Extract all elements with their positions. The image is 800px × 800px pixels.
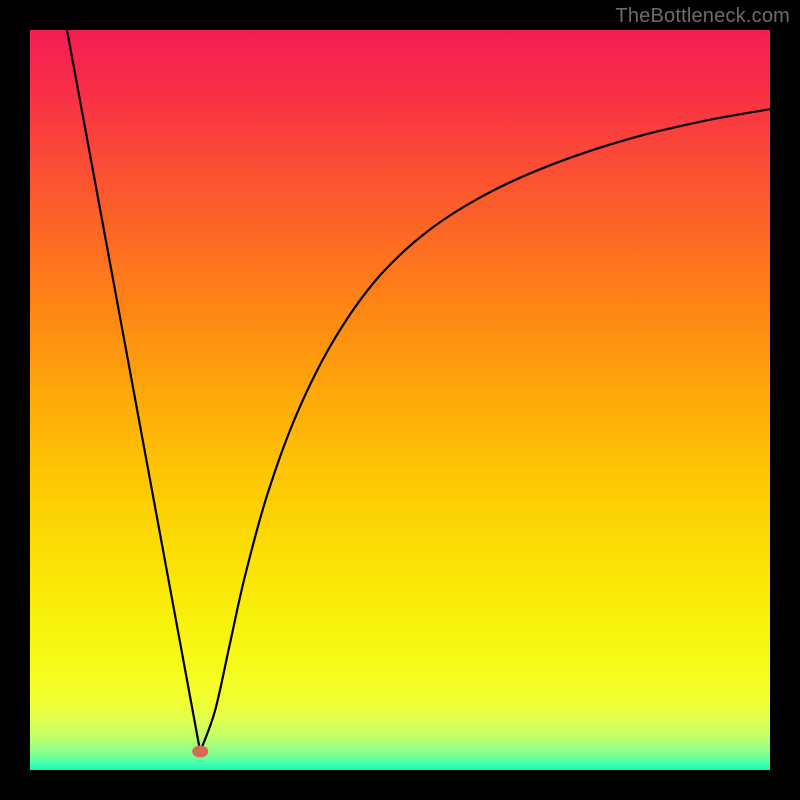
curve-layer [30,30,770,770]
watermark-text: TheBottleneck.com [615,5,790,28]
minimum-marker [192,746,208,758]
chart-frame: TheBottleneck.com [0,0,800,800]
bottleneck-curve [67,30,770,752]
plot-area [30,30,770,770]
